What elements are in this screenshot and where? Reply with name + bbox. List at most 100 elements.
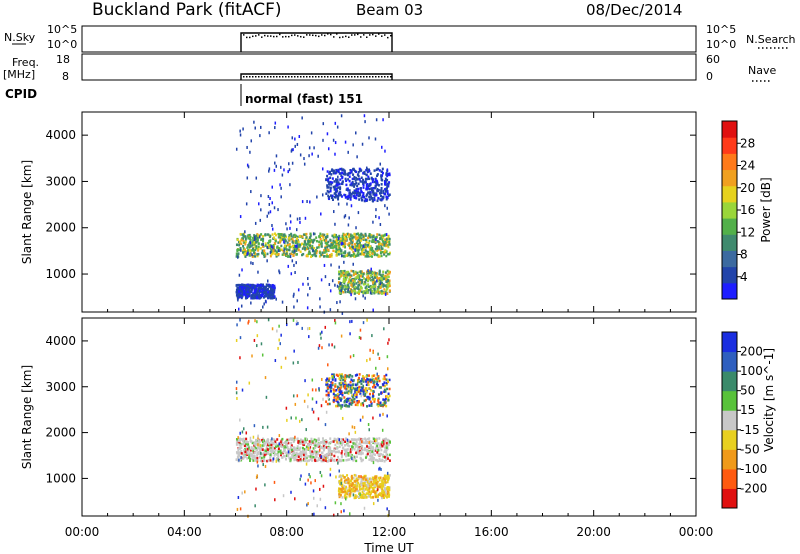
echo-cell xyxy=(347,481,350,484)
echo-cell xyxy=(355,190,358,194)
echo-cell xyxy=(337,270,340,274)
echo-cell xyxy=(335,170,338,174)
echo-cell xyxy=(340,502,342,506)
echo-cell xyxy=(356,236,359,239)
echo-cell xyxy=(358,280,361,283)
echo-cell xyxy=(375,459,378,462)
echo-cell xyxy=(252,239,255,242)
echo-cell xyxy=(357,187,360,191)
echo-cell xyxy=(322,235,325,238)
echo-cell xyxy=(354,243,357,246)
echo-cell xyxy=(303,457,306,461)
echo-cell xyxy=(354,445,357,449)
echo-cell xyxy=(352,386,355,390)
echo-cell xyxy=(347,235,350,238)
echo-cell xyxy=(343,237,346,240)
echo-cell xyxy=(296,320,298,324)
echo-cell xyxy=(296,217,299,221)
echo-cell xyxy=(239,232,242,236)
echo-cell xyxy=(353,175,356,179)
echo-cell xyxy=(267,246,270,250)
echo-cell xyxy=(318,235,321,239)
echo-cell xyxy=(261,252,264,255)
echo-cell xyxy=(236,286,239,290)
echo-cell xyxy=(344,290,347,294)
echo-cell xyxy=(384,390,387,393)
echo-cell xyxy=(332,138,335,142)
echo-cell xyxy=(336,178,339,182)
echo-cell xyxy=(356,291,359,294)
noise-search-point xyxy=(276,35,278,38)
echo-cell xyxy=(378,386,381,389)
echo-cell xyxy=(375,494,378,497)
echo-cell xyxy=(343,255,346,258)
echo-cell xyxy=(257,451,260,454)
echo-cell xyxy=(307,502,309,506)
echo-cell xyxy=(378,444,381,447)
echo-cell xyxy=(361,375,364,378)
echo-cell xyxy=(334,239,337,243)
echo-cell xyxy=(365,187,367,191)
echo-cell xyxy=(361,290,364,294)
echo-cell xyxy=(249,251,252,254)
echo-cell xyxy=(327,378,330,381)
echo-cell xyxy=(264,290,267,294)
echo-cell xyxy=(335,247,338,250)
echo-cell xyxy=(349,454,352,457)
echo-cell xyxy=(363,448,366,452)
echo-cell xyxy=(338,388,341,392)
echo-cell xyxy=(356,274,359,278)
echo-cell xyxy=(280,233,283,236)
echo-cell xyxy=(239,458,242,462)
echo-cell xyxy=(326,440,329,443)
echo-cell xyxy=(326,452,329,456)
echo-cell xyxy=(259,134,261,138)
colorbar-swatch xyxy=(722,169,737,187)
echo-cell xyxy=(304,238,307,241)
echo-cell xyxy=(266,459,269,463)
echo-cell xyxy=(340,455,343,459)
echo-cell xyxy=(368,404,371,407)
echo-cell xyxy=(355,455,358,459)
echo-cell xyxy=(312,410,315,414)
echo-cell xyxy=(380,194,383,198)
echo-cell xyxy=(365,240,368,244)
echo-cell xyxy=(312,248,314,252)
echo-cell xyxy=(345,400,348,404)
echo-cell xyxy=(377,375,380,378)
echo-cell xyxy=(270,285,273,289)
echo-cell xyxy=(241,438,244,441)
echo-cell xyxy=(267,290,270,294)
echo-cell xyxy=(289,451,292,455)
echo-cell xyxy=(305,456,308,460)
echo-cell xyxy=(343,404,346,407)
echo-cell xyxy=(263,255,266,258)
echo-cell xyxy=(361,444,364,448)
echo-cell xyxy=(301,235,304,238)
echo-cell xyxy=(337,487,340,490)
echo-cell xyxy=(383,253,386,256)
echo-cell xyxy=(371,271,374,275)
echo-cell xyxy=(326,377,329,381)
echo-cell xyxy=(359,275,362,278)
echo-cell xyxy=(308,440,311,443)
echo-cell xyxy=(294,435,296,439)
echo-cell xyxy=(246,246,249,249)
echo-cell xyxy=(293,451,296,454)
echo-cell xyxy=(330,381,333,384)
echo-cell xyxy=(329,441,332,445)
echo-cell xyxy=(375,489,378,493)
echo-cell xyxy=(384,177,387,181)
echo-cell xyxy=(356,401,359,404)
echo-cell xyxy=(379,492,382,495)
echo-cell xyxy=(239,356,241,360)
echo-cell xyxy=(336,392,339,396)
echo-cell xyxy=(249,436,252,440)
echo-cell xyxy=(238,291,241,295)
echo-cell xyxy=(297,360,299,364)
echo-cell xyxy=(383,475,386,479)
echo-cell xyxy=(339,186,342,189)
echo-cell xyxy=(382,196,385,200)
echo-cell xyxy=(343,280,346,283)
echo-cell xyxy=(321,440,324,443)
